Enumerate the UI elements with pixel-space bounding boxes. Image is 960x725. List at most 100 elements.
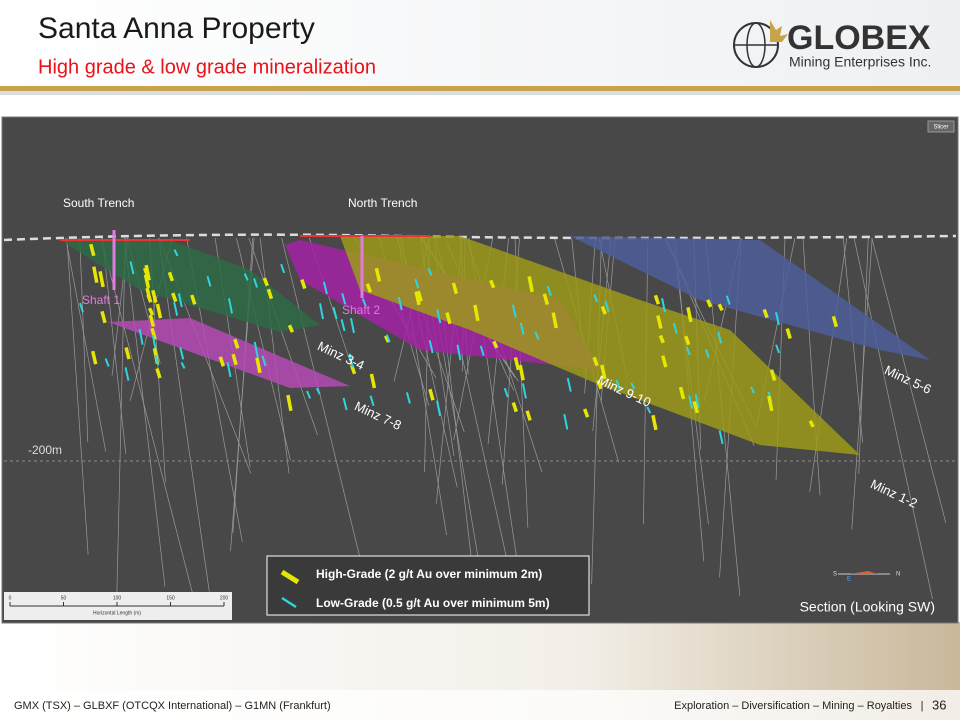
drill-hole [281, 237, 361, 558]
low-grade-intercept [348, 353, 354, 368]
footer-separator: | [921, 700, 924, 712]
scale-tick-label: 50 [61, 595, 67, 601]
drill-hole [79, 237, 89, 443]
high-grade-intercept [513, 357, 521, 371]
high-grade-intercept [658, 334, 665, 344]
high-grade-intercept [369, 373, 377, 389]
view-label: Section (Looking SW) [800, 599, 935, 615]
high-grade-intercept [656, 315, 663, 329]
slicer-button[interactable] [927, 120, 955, 133]
high-grade-intercept [146, 294, 153, 303]
title: Santa Anna Property [38, 12, 315, 45]
high-grade-intercept [445, 312, 452, 325]
drill-hole [858, 237, 869, 474]
drill-hole [102, 237, 127, 454]
trench-label: North Trench [348, 196, 417, 210]
low-grade-intercept [563, 413, 569, 430]
drill-hole [116, 237, 126, 599]
high-grade-intercept [542, 293, 550, 306]
low-grade-intercept [332, 307, 338, 320]
low-grade-intercept [342, 397, 348, 411]
low-grade-intercept [725, 295, 731, 305]
legend-box [266, 555, 590, 616]
scale-tick-label: 0 [9, 595, 12, 601]
low-grade-intercept [630, 382, 636, 390]
footer-left: GMX (TSX) – GLBXF (OTCQX International) … [14, 700, 331, 712]
compass-arrow [850, 571, 878, 574]
low-grade-intercept [775, 344, 781, 354]
low-grade-intercept [405, 392, 411, 404]
low-grade-intercept [688, 395, 694, 409]
drill-hole [853, 237, 933, 600]
shaft-label: Shaft 1 [82, 293, 120, 307]
low-grade-intercept [566, 378, 572, 392]
depth-label: -200m [28, 443, 62, 457]
high-grade-intercept [167, 271, 175, 282]
low-grade-intercept [385, 334, 391, 343]
high-grade-intercept [600, 364, 607, 380]
high-grade-intercept [684, 335, 691, 346]
orebody [108, 318, 350, 388]
high-grade-intercept [692, 400, 699, 414]
high-grade-intercept [592, 356, 599, 367]
drill-hole [851, 237, 873, 530]
low-grade-intercept [672, 322, 678, 334]
low-grade-intercept [456, 344, 462, 361]
high-grade-intercept [143, 274, 151, 289]
high-grade-intercept [151, 289, 158, 303]
orebody [570, 236, 930, 360]
high-grade-intercept [124, 347, 131, 360]
legend-label: Low-Grade (0.5 g/t Au over minimum 5m) [316, 596, 550, 610]
low-grade-intercept [280, 263, 286, 274]
high-grade-intercept [262, 277, 269, 287]
low-grade-intercept [340, 319, 346, 332]
high-grade-intercept [98, 271, 105, 288]
high-grade-intercept [596, 379, 603, 390]
high-grade-intercept [287, 324, 295, 333]
low-grade-intercept [253, 341, 259, 358]
high-grade-intercept [171, 292, 178, 303]
low-grade-intercept [79, 302, 84, 313]
high-grade-intercept [428, 388, 435, 401]
high-grade-intercept [489, 279, 496, 289]
low-grade-intercept [519, 322, 525, 335]
low-grade-intercept [521, 383, 527, 399]
high-grade-intercept [600, 305, 607, 315]
low-grade-intercept [319, 303, 324, 320]
high-grade-intercept [383, 335, 391, 343]
low-grade-intercept [151, 334, 157, 352]
high-grade-intercept [706, 299, 713, 308]
low-grade-intercept [124, 367, 130, 381]
scale-title: Horizontal Length (m) [93, 610, 141, 616]
slicer-label[interactable]: Slicer [933, 125, 948, 131]
drill-hole [124, 237, 166, 587]
high-grade-intercept [92, 266, 99, 283]
gold-rule [0, 86, 960, 91]
low-grade-intercept [173, 249, 179, 257]
low-grade-intercept [414, 278, 420, 289]
low-grade-intercept [138, 329, 144, 345]
gray-rule [0, 91, 960, 95]
high-grade-intercept [527, 276, 534, 293]
footer-band [0, 690, 960, 720]
low-grade-intercept [104, 358, 110, 367]
drill-hole [65, 237, 107, 452]
high-grade-intercept [525, 410, 532, 421]
drill-hole [871, 237, 947, 524]
high-grade-intercept [414, 291, 421, 306]
footer-right: Exploration – Diversification – Mining –… [674, 700, 912, 712]
low-grade-intercept [427, 268, 433, 276]
drill-hole [100, 237, 196, 603]
low-grade-intercept [534, 331, 540, 340]
high-grade-intercept [374, 267, 382, 282]
low-grade-intercept [306, 390, 311, 399]
scale-ticks: 0 50 100 150 200 [9, 595, 228, 606]
high-grade-intercept [492, 340, 499, 349]
low-grade-intercept [227, 298, 233, 314]
legend-swatch [280, 569, 300, 585]
scale-tick-label: 150 [166, 595, 175, 601]
low-grade-intercept [428, 340, 434, 354]
drill-hole [66, 237, 89, 555]
low-grade-intercept [615, 379, 621, 390]
low-grade-intercept [436, 309, 442, 324]
